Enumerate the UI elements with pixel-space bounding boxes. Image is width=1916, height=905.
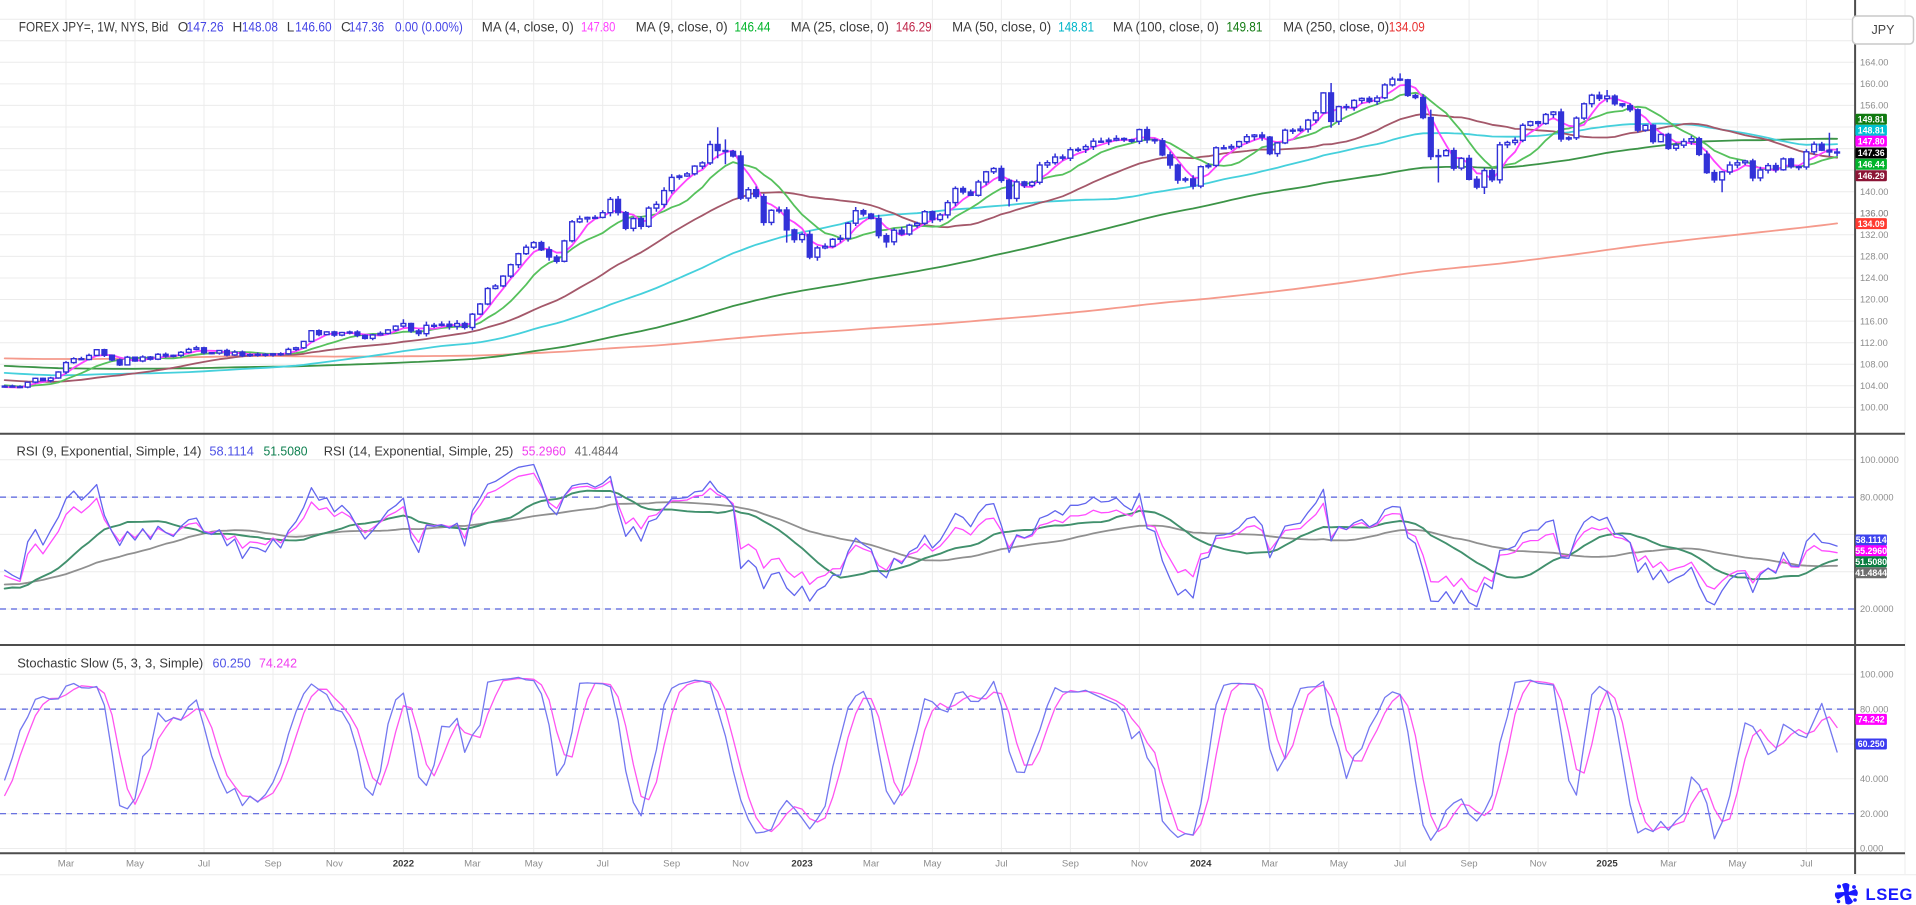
svg-text:Nov: Nov: [732, 859, 749, 870]
svg-text:147.36: 147.36: [349, 20, 384, 35]
svg-text:May: May: [126, 859, 144, 870]
svg-text:May: May: [923, 859, 941, 870]
svg-text:116.00: 116.00: [1860, 316, 1888, 326]
svg-text:58.1114: 58.1114: [1856, 535, 1887, 545]
svg-text:146.44: 146.44: [734, 20, 770, 35]
svg-text:146.29: 146.29: [1858, 171, 1885, 181]
svg-text:55.2960: 55.2960: [522, 443, 566, 458]
svg-text:2024: 2024: [1190, 859, 1212, 870]
svg-text:Mar: Mar: [1262, 859, 1279, 870]
svg-text:146.60: 146.60: [295, 20, 332, 35]
svg-text:58.1114: 58.1114: [209, 443, 254, 458]
svg-text:Sep: Sep: [264, 859, 281, 870]
svg-text:134.09: 134.09: [1858, 219, 1885, 229]
svg-text:60.250: 60.250: [1858, 739, 1885, 749]
svg-text:100.00: 100.00: [1860, 403, 1888, 413]
svg-text:147.80: 147.80: [581, 20, 615, 35]
svg-text:Jul: Jul: [1800, 859, 1812, 870]
svg-text:RSI (14, Exponential, Simple,: RSI (14, Exponential, Simple, 25): [324, 443, 514, 458]
svg-text:136.00: 136.00: [1860, 209, 1888, 219]
svg-text:Mar: Mar: [464, 859, 481, 870]
svg-text:Jul: Jul: [995, 859, 1007, 870]
svg-text:MA (9, close, 0): MA (9, close, 0): [636, 20, 728, 35]
svg-text:Sep: Sep: [663, 859, 680, 870]
svg-text:0.00 (0.00%): 0.00 (0.00%): [395, 20, 463, 35]
svg-text:148.81: 148.81: [1058, 20, 1094, 35]
svg-text:74.242: 74.242: [259, 655, 297, 670]
svg-text:Jul: Jul: [198, 859, 210, 870]
svg-text:40.000: 40.000: [1860, 774, 1888, 784]
svg-text:160.00: 160.00: [1860, 79, 1888, 89]
svg-text:Jul: Jul: [1394, 859, 1406, 870]
svg-text:C: C: [341, 20, 351, 35]
svg-text:LSEG: LSEG: [1866, 885, 1914, 904]
svg-text:128.00: 128.00: [1860, 252, 1888, 262]
svg-text:148.08: 148.08: [242, 20, 278, 35]
svg-text:Mar: Mar: [863, 859, 880, 870]
svg-text:May: May: [1330, 859, 1348, 870]
svg-text:2023: 2023: [791, 859, 812, 870]
svg-text:134.09: 134.09: [1389, 20, 1425, 35]
svg-text:132.00: 132.00: [1860, 230, 1888, 240]
svg-text:147.36: 147.36: [1858, 148, 1885, 158]
svg-text:Mar: Mar: [58, 859, 75, 870]
svg-text:JPY: JPY: [1872, 23, 1896, 37]
svg-text:108.00: 108.00: [1860, 360, 1888, 370]
svg-text:Stochastic Slow (5, 3, 3, Simp: Stochastic Slow (5, 3, 3, Simple): [17, 655, 203, 670]
svg-text:MA (4, close, 0): MA (4, close, 0): [482, 20, 574, 35]
svg-text:164.00: 164.00: [1860, 58, 1888, 68]
svg-text:136.00: 136.00: [1860, 209, 1888, 219]
svg-text:51.5080: 51.5080: [1855, 557, 1887, 567]
svg-text:104.00: 104.00: [1860, 381, 1888, 391]
svg-text:146.29: 146.29: [896, 20, 932, 35]
svg-text:146.44: 146.44: [1858, 159, 1885, 169]
svg-text:120.00: 120.00: [1860, 295, 1888, 305]
svg-text:L: L: [287, 20, 295, 35]
svg-text:41.4844: 41.4844: [1855, 568, 1887, 578]
svg-text:Nov: Nov: [326, 859, 343, 870]
svg-text:0.000: 0.000: [1860, 844, 1883, 854]
svg-text:2022: 2022: [393, 859, 414, 870]
svg-text:74.242: 74.242: [1858, 715, 1885, 725]
svg-text:80.000: 80.000: [1860, 704, 1888, 714]
svg-text:FOREX JPY=, 1W, NYS, Bid: FOREX JPY=, 1W, NYS, Bid: [19, 20, 169, 35]
svg-text:100.000: 100.000: [1860, 670, 1894, 680]
svg-text:H: H: [233, 20, 243, 35]
svg-text:147.26: 147.26: [187, 20, 224, 35]
svg-text:Nov: Nov: [1131, 859, 1148, 870]
svg-text:147.80: 147.80: [1858, 136, 1885, 146]
svg-text:May: May: [525, 859, 543, 870]
svg-text:MA (25, close, 0): MA (25, close, 0): [791, 20, 889, 35]
svg-text:60.250: 60.250: [213, 655, 251, 670]
svg-text:Jul: Jul: [597, 859, 609, 870]
svg-text:148.81: 148.81: [1858, 126, 1885, 136]
svg-text:20.000: 20.000: [1860, 809, 1888, 819]
svg-text:MA (250, close, 0): MA (250, close, 0): [1283, 20, 1389, 35]
svg-text:2025: 2025: [1596, 859, 1618, 870]
svg-text:Nov: Nov: [1530, 859, 1547, 870]
svg-text:May: May: [1728, 859, 1746, 870]
svg-text:100.0000: 100.0000: [1860, 455, 1899, 465]
svg-text:Sep: Sep: [1062, 859, 1079, 870]
svg-text:149.81: 149.81: [1858, 114, 1885, 124]
svg-text:MA (100, close, 0): MA (100, close, 0): [1113, 20, 1219, 35]
svg-text:124.00: 124.00: [1860, 273, 1888, 283]
svg-text:41.4844: 41.4844: [575, 443, 619, 458]
svg-text:51.5080: 51.5080: [264, 443, 308, 458]
svg-text:O: O: [178, 20, 189, 35]
svg-text:80.0000: 80.0000: [1860, 492, 1894, 502]
svg-text:Mar: Mar: [1660, 859, 1677, 870]
svg-text:149.81: 149.81: [1226, 20, 1262, 35]
svg-text:MA (50, close, 0): MA (50, close, 0): [952, 20, 1051, 35]
svg-text:Sep: Sep: [1461, 859, 1478, 870]
svg-text:156.00: 156.00: [1860, 101, 1888, 111]
svg-text:RSI (9, Exponential, Simple, 1: RSI (9, Exponential, Simple, 14): [17, 443, 202, 458]
svg-text:112.00: 112.00: [1860, 338, 1888, 348]
svg-text:55.2960: 55.2960: [1855, 546, 1887, 556]
svg-text:20.0000: 20.0000: [1860, 604, 1894, 614]
svg-text:140.00: 140.00: [1860, 187, 1888, 197]
